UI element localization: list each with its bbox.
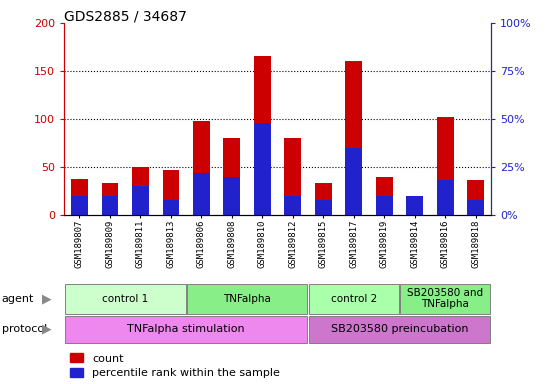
Bar bbox=[345, 61, 362, 215]
Bar bbox=[102, 196, 118, 215]
Text: agent: agent bbox=[2, 293, 34, 304]
Bar bbox=[376, 177, 393, 215]
Bar bbox=[406, 198, 423, 215]
Bar bbox=[309, 283, 399, 314]
Bar bbox=[71, 179, 88, 215]
Bar bbox=[102, 184, 118, 215]
Bar bbox=[65, 316, 307, 343]
Text: SB203580 preincubation: SB203580 preincubation bbox=[331, 324, 468, 334]
Text: ▶: ▶ bbox=[42, 323, 51, 336]
Bar bbox=[376, 196, 393, 215]
Bar bbox=[162, 170, 179, 215]
Bar bbox=[285, 138, 301, 215]
Bar bbox=[224, 138, 240, 215]
Bar bbox=[193, 121, 210, 215]
Text: control 2: control 2 bbox=[331, 293, 377, 304]
Bar bbox=[285, 196, 301, 215]
Bar bbox=[315, 184, 331, 215]
Bar bbox=[71, 196, 88, 215]
Bar bbox=[187, 283, 307, 314]
Bar bbox=[65, 283, 185, 314]
Bar bbox=[437, 180, 454, 215]
Bar bbox=[254, 123, 271, 215]
Text: ▶: ▶ bbox=[42, 292, 51, 305]
Bar bbox=[309, 316, 490, 343]
Bar bbox=[132, 167, 149, 215]
Text: TNFalpha stimulation: TNFalpha stimulation bbox=[127, 324, 245, 334]
Bar bbox=[254, 56, 271, 215]
Bar bbox=[193, 173, 210, 215]
Bar bbox=[406, 196, 423, 215]
Bar bbox=[315, 200, 331, 215]
Bar bbox=[437, 117, 454, 215]
Bar bbox=[162, 200, 179, 215]
Bar bbox=[400, 283, 490, 314]
Text: protocol: protocol bbox=[2, 324, 47, 334]
Bar bbox=[345, 148, 362, 215]
Text: TNFalpha: TNFalpha bbox=[223, 293, 271, 304]
Legend: count, percentile rank within the sample: count, percentile rank within the sample bbox=[70, 353, 280, 378]
Text: GDS2885 / 34687: GDS2885 / 34687 bbox=[64, 10, 187, 23]
Bar bbox=[224, 177, 240, 215]
Bar bbox=[468, 200, 484, 215]
Text: control 1: control 1 bbox=[102, 293, 148, 304]
Bar bbox=[132, 186, 149, 215]
Bar bbox=[468, 180, 484, 215]
Text: SB203580 and
TNFalpha: SB203580 and TNFalpha bbox=[407, 288, 483, 310]
